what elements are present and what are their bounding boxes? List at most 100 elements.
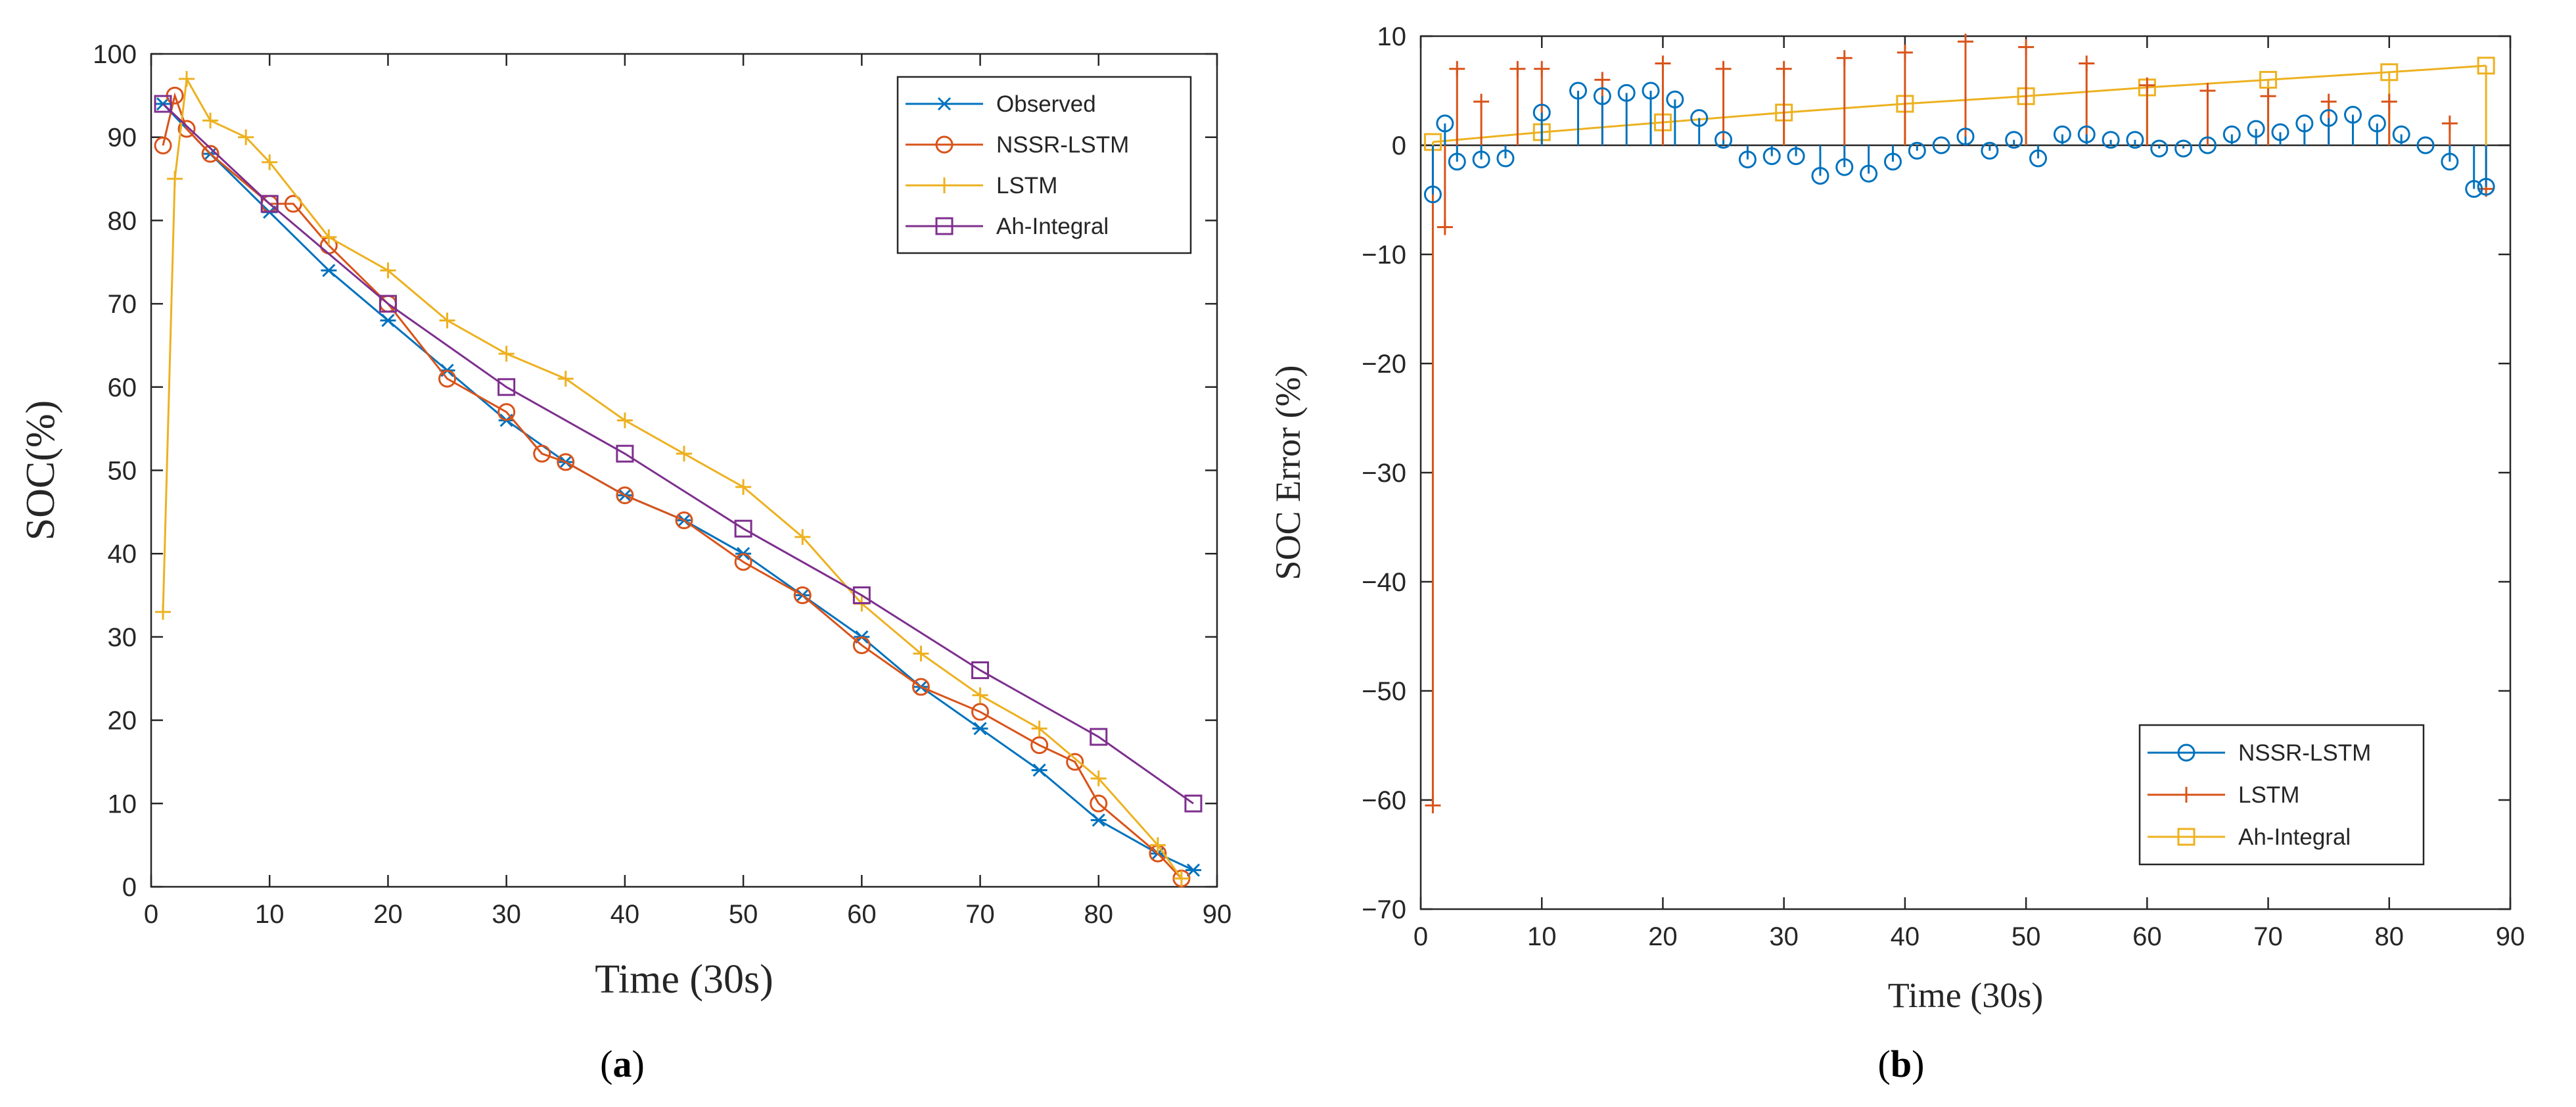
series-line-lstm	[162, 76, 1183, 880]
data-point-nssr-lstm	[1617, 83, 1636, 102]
data-point-lstm	[179, 71, 195, 87]
data-point-nssr-lstm	[1066, 753, 1084, 771]
x-tick-label: 70	[2253, 922, 2283, 951]
data-point-lstm	[1836, 50, 1852, 66]
y-tick-label: 70	[108, 290, 137, 319]
data-point-nssr-lstm	[1642, 82, 1660, 100]
series-line-ah-integral	[162, 103, 1194, 805]
y-tick-label: −70	[1362, 895, 1406, 924]
data-point-lstm	[2260, 88, 2276, 105]
data-point-observed	[972, 722, 988, 736]
data-point-ah-integral	[497, 378, 516, 396]
data-point-nssr-lstm	[2102, 131, 2120, 149]
y-tick-label: −10	[1362, 241, 1406, 270]
data-point-nssr-lstm	[911, 678, 930, 696]
data-point-nssr-lstm	[1908, 141, 1926, 160]
x-tick-label: 30	[1769, 922, 1799, 951]
x-tick-label: 70	[965, 900, 995, 929]
data-point-lstm	[1897, 44, 1913, 60]
data-point-lstm	[2381, 93, 2397, 110]
y-tick-label: 50	[108, 457, 137, 486]
data-point-ah-integral	[1090, 728, 1108, 746]
data-point-nssr-lstm	[1738, 151, 1757, 169]
x-axis-title: Time (30s)	[595, 957, 773, 1002]
y-tick-label: −20	[1362, 350, 1406, 379]
data-point-lstm	[1655, 55, 1671, 72]
x-tick-label: 50	[2012, 922, 2041, 951]
legend-marker-ah-integral	[2177, 828, 2196, 846]
data-point-nssr-lstm	[2271, 123, 2289, 141]
data-point-lstm	[913, 646, 929, 662]
y-tick-label: 40	[108, 540, 137, 569]
panel-a: 0 10 20 30 40 50 60 70 80 90 0 10 20 30 40 50 60 70 80 90 10…	[18, 40, 1231, 1002]
data-point-lstm	[498, 346, 515, 362]
data-point-nssr-lstm	[557, 453, 575, 471]
data-point-lstm	[1437, 219, 1453, 235]
caption-b-open: (	[1878, 1043, 1891, 1085]
data-point-nssr-lstm	[1472, 151, 1490, 169]
data-point-lstm	[1776, 60, 1792, 77]
data-point-observed	[380, 314, 396, 327]
data-point-lstm	[557, 371, 574, 387]
data-point-ah-integral	[971, 661, 990, 680]
panel-b: 0 10 20 30 40 50 60 70 80 90 −70 −60 −50 −40 −30 −20 −10…	[1268, 22, 2525, 1015]
data-point-nssr-lstm	[852, 636, 871, 655]
x-tick-label: 60	[2132, 922, 2162, 951]
data-point-ah-integral	[154, 95, 172, 113]
data-point-lstm	[1173, 870, 1189, 887]
y-tick-label: 100	[93, 40, 137, 69]
data-point-lstm	[238, 129, 254, 145]
data-point-nssr-lstm	[1811, 166, 1829, 185]
data-point-nssr-lstm	[497, 403, 516, 421]
data-point-lstm	[155, 603, 172, 620]
x-tick-label: 40	[1891, 922, 1920, 951]
data-point-ah-integral	[616, 444, 634, 463]
data-point-lstm	[262, 154, 278, 170]
data-point-nssr-lstm	[2005, 131, 2023, 149]
caption-b-letter: b	[1891, 1043, 1912, 1085]
legend-marker-nssr-lstm	[2177, 743, 2196, 762]
data-point-nssr-lstm	[1593, 87, 1611, 105]
data-point-lstm	[794, 529, 811, 545]
data-point-lstm	[1031, 720, 1047, 737]
data-point-observed	[1090, 813, 1107, 827]
data-point-nssr-lstm	[2053, 125, 2071, 143]
data-point-observed	[1185, 863, 1201, 877]
data-point-lstm	[676, 446, 692, 462]
data-point-nssr-lstm	[1666, 90, 1684, 108]
x-tick-label: 40	[610, 900, 640, 929]
data-point-lstm	[321, 229, 337, 245]
y-tick-label: 0	[1392, 131, 1406, 160]
data-point-nssr-lstm	[1030, 736, 1049, 755]
data-point-lstm	[1594, 72, 1611, 88]
x-tick-label: 0	[1414, 922, 1428, 951]
legend-marker-nssr-lstm	[935, 135, 954, 154]
y-axis-title: SOC Error (%)	[1268, 365, 1308, 580]
x-tick-label: 10	[255, 900, 285, 929]
data-point-nssr-lstm	[438, 369, 457, 388]
data-point-lstm	[972, 687, 988, 703]
caption-a-open: (	[600, 1043, 612, 1085]
data-point-observed	[1031, 763, 1047, 777]
x-tick-label: 0	[144, 900, 158, 929]
y-tick-label: −50	[1362, 677, 1406, 706]
x-tick-label: 20	[373, 900, 403, 929]
data-point-lstm	[1149, 837, 1166, 853]
data-point-nssr-lstm	[1714, 131, 1733, 149]
x-tick-label: 60	[847, 900, 877, 929]
legend-label-lstm: LSTM	[2238, 782, 2299, 808]
data-point-lstm	[735, 479, 752, 495]
y-tick-label: 10	[1377, 22, 1407, 51]
data-point-nssr-lstm	[2222, 125, 2241, 143]
data-point-lstm	[616, 412, 633, 429]
caption-b-close: )	[1912, 1043, 1924, 1085]
data-point-nssr-lstm	[1835, 158, 1854, 176]
data-point-nssr-lstm	[2295, 114, 2314, 133]
y-tick-label: 20	[108, 707, 137, 736]
data-point-nssr-lstm	[2247, 120, 2265, 138]
data-point-nssr-lstm	[1532, 103, 1551, 122]
data-point-nssr-lstm	[201, 145, 219, 163]
data-point-nssr-lstm	[1690, 109, 1709, 127]
data-point-lstm	[1534, 60, 1550, 77]
data-point-ah-integral	[1184, 794, 1203, 813]
